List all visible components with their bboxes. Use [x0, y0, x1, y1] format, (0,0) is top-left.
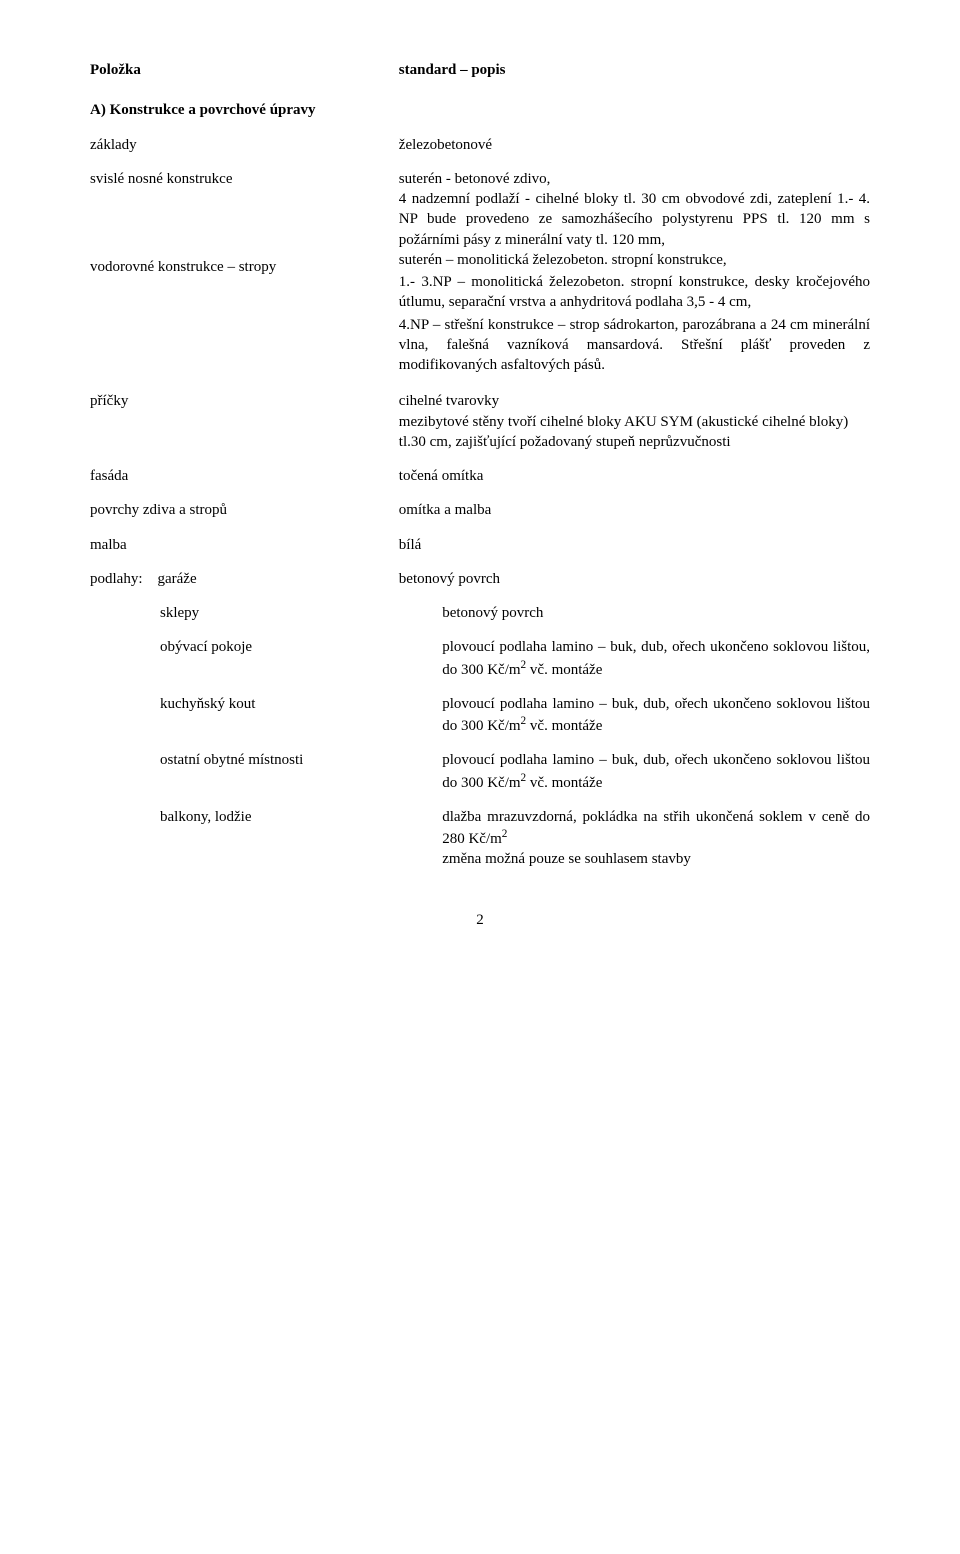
row-malba: malba bílá	[90, 535, 870, 555]
pricky-p1: cihelné tvarovky	[399, 391, 870, 411]
pricky-p2: mezibytové stěny tvoří cihelné bloky AKU…	[399, 412, 870, 453]
svisle-value: suterén - betonové zdivo, 4 nadzemní pod…	[399, 169, 870, 250]
sklepy-value: betonový povrch	[442, 603, 870, 623]
header-right: standard – popis	[399, 60, 870, 80]
malba-label: malba	[90, 535, 399, 555]
podlahy-garaze-left: podlahy: garáže	[90, 569, 399, 589]
garaze-label: garáže	[158, 571, 197, 587]
malba-value: bílá	[399, 535, 870, 555]
row-fasada: fasáda točená omítka	[90, 466, 870, 486]
garaze-value: betonový povrch	[399, 569, 870, 589]
povrchy-label: povrchy zdiva a stropů	[90, 500, 399, 520]
zaklady-value: železobetonové	[399, 135, 870, 155]
vodorovne-p2: 1.- 3.NP – monolitická železobeton. stro…	[399, 272, 870, 313]
obyvaci-value: plovoucí podlaha lamino – buk, dub, ořec…	[442, 637, 870, 680]
vodorovne-p1: suterén – monolitická železobeton. strop…	[399, 250, 870, 270]
povrchy-value: omítka a malba	[399, 500, 870, 520]
svisle-label: svislé nosné konstrukce	[90, 169, 379, 189]
row-svisle-vodorovne: svislé nosné konstrukce vodorovné konstr…	[90, 169, 870, 378]
row-podlahy-garaze: podlahy: garáže betonový povrch	[90, 569, 870, 589]
balkony-label: balkony, lodžie	[90, 807, 442, 870]
ostatni-value: plovoucí podlaha lamino – buk, dub, ořec…	[442, 750, 870, 793]
svisle-vodorovne-right: suterén - betonové zdivo, 4 nadzemní pod…	[399, 169, 870, 378]
pricky-label: příčky	[90, 391, 399, 452]
section-a-heading: A) Konstrukce a povrchové úpravy	[90, 100, 870, 120]
pricky-value: cihelné tvarovky mezibytové stěny tvoří …	[399, 391, 870, 452]
fasada-label: fasáda	[90, 466, 399, 486]
row-obyvaci: obývací pokoje plovoucí podlaha lamino –…	[90, 637, 870, 680]
header-left: Položka	[90, 60, 399, 80]
row-balkony: balkony, lodžie dlažba mrazuvzdorná, pok…	[90, 807, 870, 870]
balkony-value: dlažba mrazuvzdorná, pokládka na střih u…	[442, 807, 870, 870]
row-ostatni: ostatní obytné místnosti plovoucí podlah…	[90, 750, 870, 793]
zaklady-label: základy	[90, 135, 399, 155]
page-number: 2	[90, 910, 870, 930]
sklepy-label: sklepy	[90, 603, 442, 623]
header-row: Položka standard – popis	[90, 60, 870, 80]
row-kuchyn: kuchyňský kout plovoucí podlaha lamino –…	[90, 694, 870, 737]
row-sklepy: sklepy betonový povrch	[90, 603, 870, 623]
row-pricky: příčky cihelné tvarovky mezibytové stěny…	[90, 391, 870, 452]
vodorovne-p3: 4.NP – střešní konstrukce – strop sádrok…	[399, 315, 870, 376]
vodorovne-label: vodorovné konstrukce – stropy	[90, 257, 379, 277]
row-povrchy: povrchy zdiva a stropů omítka a malba	[90, 500, 870, 520]
podlahy-label: podlahy:	[90, 571, 143, 587]
ostatni-label: ostatní obytné místnosti	[90, 750, 442, 793]
kuchyn-label: kuchyňský kout	[90, 694, 442, 737]
svisle-left: svislé nosné konstrukce vodorovné konstr…	[90, 169, 399, 378]
fasada-value: točená omítka	[399, 466, 870, 486]
obyvaci-label: obývací pokoje	[90, 637, 442, 680]
kuchyn-value: plovoucí podlaha lamino – buk, dub, ořec…	[442, 694, 870, 737]
row-zaklady: základy železobetonové	[90, 135, 870, 155]
